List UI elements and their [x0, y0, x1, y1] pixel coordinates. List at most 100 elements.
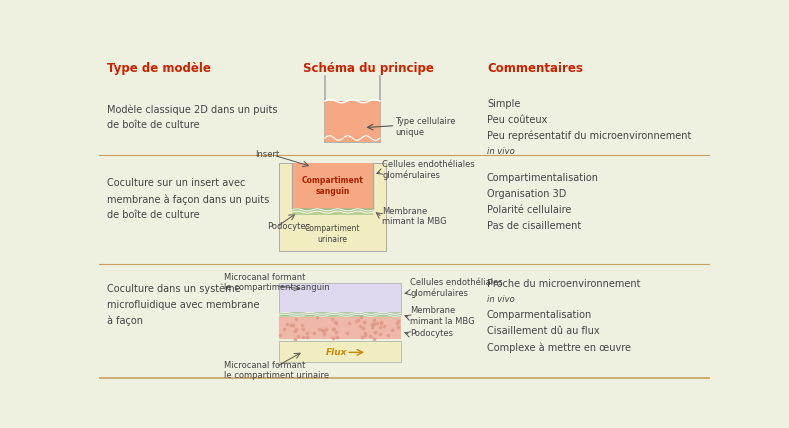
Text: in vivo: in vivo [487, 294, 514, 303]
Point [369, 329, 382, 336]
Text: Podocytes: Podocytes [410, 329, 454, 338]
Text: unique: unique [395, 128, 424, 137]
Text: Flux: Flux [326, 348, 347, 357]
Text: Organisation 3D: Organisation 3D [487, 189, 567, 199]
Point [288, 335, 301, 342]
Point [368, 335, 380, 342]
Point [354, 314, 367, 321]
Text: Polarité cellulaire: Polarité cellulaire [487, 205, 571, 215]
Text: Microcanal formant
le compartiment sanguin: Microcanal formant le compartiment sangu… [224, 273, 330, 292]
Point [301, 330, 313, 336]
Text: Schéma du principe: Schéma du principe [304, 62, 434, 75]
Point [318, 331, 331, 338]
Point [392, 323, 405, 330]
Point [326, 315, 338, 322]
Point [368, 316, 381, 323]
Text: Proche du microenvironnement: Proche du microenvironnement [487, 279, 641, 289]
Point [296, 321, 308, 328]
Point [330, 329, 342, 336]
Text: de boîte de culture: de boîte de culture [107, 210, 199, 220]
Point [312, 326, 325, 333]
Point [391, 320, 404, 327]
Point [330, 319, 342, 326]
Point [297, 334, 309, 341]
Point [331, 334, 343, 341]
Point [366, 323, 379, 330]
Point [374, 323, 387, 330]
Text: Type de modèle: Type de modèle [107, 62, 211, 75]
Point [368, 329, 381, 336]
Point [281, 321, 294, 328]
Text: membrane à façon dans un puits: membrane à façon dans un puits [107, 194, 269, 205]
Text: Membrane
mimant la MBG: Membrane mimant la MBG [383, 207, 447, 226]
Text: Pas de cisaillement: Pas de cisaillement [487, 221, 581, 231]
Text: Type cellulaire: Type cellulaire [395, 117, 456, 126]
Text: microfluidique avec membrane: microfluidique avec membrane [107, 300, 259, 309]
Point [327, 325, 339, 332]
Bar [279, 341, 402, 362]
Point [391, 318, 404, 324]
Text: Peu représentatif du microenvironnement: Peu représentatif du microenvironnement [487, 131, 691, 141]
Point [359, 332, 372, 339]
Bar [279, 163, 386, 251]
Point [350, 318, 363, 325]
Bar [279, 312, 402, 317]
Text: Coculture dans un système: Coculture dans un système [107, 284, 240, 294]
Point [373, 330, 386, 337]
Text: Modèle classique 2D dans un puits: Modèle classique 2D dans un puits [107, 104, 277, 115]
Point [365, 321, 378, 327]
Point [316, 327, 329, 333]
Text: Commentaires: Commentaires [487, 62, 583, 75]
Text: Compartiment
urinaire: Compartiment urinaire [305, 224, 361, 244]
Point [308, 330, 320, 336]
Point [284, 321, 297, 328]
Point [289, 327, 301, 334]
Text: de boîte de culture: de boîte de culture [107, 120, 199, 130]
Point [286, 321, 299, 328]
Point [375, 318, 387, 325]
Point [354, 323, 367, 330]
Point [356, 333, 368, 340]
Text: Comparmentalisation: Comparmentalisation [487, 310, 593, 321]
Point [351, 316, 364, 323]
Text: Simple: Simple [487, 99, 520, 109]
Point [311, 314, 323, 321]
Text: Peu coûteux: Peu coûteux [487, 115, 548, 125]
Point [274, 331, 286, 338]
Bar [279, 282, 402, 315]
Text: Membrane
mimant la MBG: Membrane mimant la MBG [410, 306, 475, 326]
Point [329, 318, 342, 325]
Text: Cellules endothéliales
glomérulaires: Cellules endothéliales glomérulaires [383, 160, 475, 180]
Point [382, 332, 394, 339]
Point [368, 321, 380, 327]
Point [341, 329, 353, 336]
Point [378, 323, 391, 330]
Point [292, 332, 305, 339]
Text: in vivo: in vivo [487, 147, 514, 156]
Point [320, 326, 333, 333]
Text: Microcanal formant
le compartiment urinaire: Microcanal formant le compartiment urina… [224, 361, 329, 380]
Bar [292, 208, 373, 215]
Point [318, 327, 331, 334]
Point [297, 325, 310, 332]
Point [358, 330, 371, 336]
Point [356, 324, 368, 331]
Point [375, 320, 387, 327]
Point [301, 333, 313, 340]
Point [327, 326, 340, 333]
Bar [292, 163, 373, 209]
Point [342, 320, 355, 327]
Point [327, 334, 339, 341]
Text: Complexe à mettre en œuvre: Complexe à mettre en œuvre [487, 342, 631, 353]
Text: Cellules endothéliales
glomérulaires: Cellules endothéliales glomérulaires [410, 278, 503, 298]
Point [358, 318, 371, 325]
Text: Compartiment
sanguin: Compartiment sanguin [301, 176, 364, 196]
Text: Coculture sur un insert avec: Coculture sur un insert avec [107, 178, 245, 188]
Point [364, 332, 376, 339]
Point [386, 327, 398, 333]
Point [371, 320, 383, 327]
Point [278, 325, 290, 332]
Text: Compartimentalisation: Compartimentalisation [487, 173, 599, 183]
Point [290, 315, 302, 322]
Text: Cisaillement dû au flux: Cisaillement dû au flux [487, 326, 600, 336]
